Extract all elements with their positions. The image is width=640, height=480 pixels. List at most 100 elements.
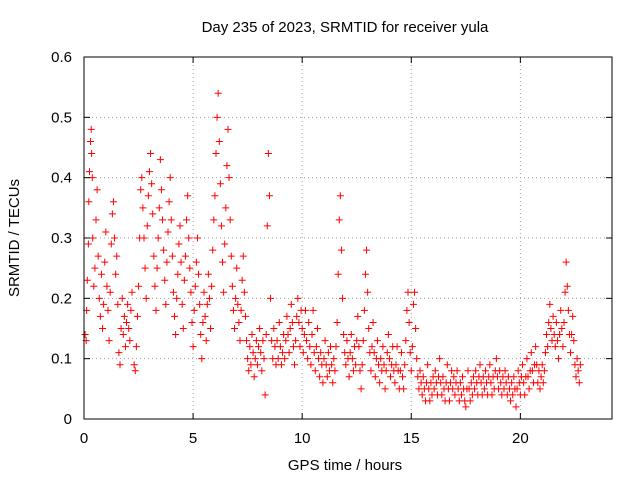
data-point: [353, 337, 361, 345]
x-tick-label: 15: [403, 430, 420, 447]
data-point: [168, 252, 176, 260]
data-point: [557, 306, 565, 314]
data-point: [135, 282, 143, 290]
data-point: [183, 216, 191, 224]
data-point: [507, 397, 515, 405]
data-point: [544, 343, 552, 351]
data-point: [165, 198, 173, 206]
data-point: [204, 270, 212, 278]
data-point: [113, 252, 121, 260]
data-point: [152, 306, 160, 314]
data-point: [235, 318, 243, 326]
data-point: [264, 150, 272, 158]
data-point: [142, 294, 150, 302]
data-point: [547, 325, 555, 332]
data-points: [81, 89, 584, 411]
data-point: [239, 252, 247, 260]
data-point: [96, 312, 104, 320]
data-point: [287, 300, 295, 308]
data-point: [166, 174, 174, 182]
y-tick-label: 0.1: [51, 351, 72, 368]
data-point: [501, 367, 509, 375]
data-point: [213, 113, 221, 121]
data-point: [573, 355, 581, 363]
data-point: [140, 234, 148, 242]
data-point: [241, 312, 249, 320]
data-point: [198, 355, 206, 363]
data-point: [357, 385, 365, 393]
data-point: [561, 288, 569, 296]
data-point: [236, 337, 244, 345]
data-point: [329, 379, 337, 387]
data-point: [426, 397, 434, 405]
data-point: [145, 168, 153, 176]
data-point: [184, 192, 192, 200]
data-point: [202, 337, 210, 345]
data-point: [201, 312, 209, 320]
data-point: [186, 264, 194, 272]
data-point: [232, 294, 240, 302]
data-point: [91, 264, 99, 272]
data-point: [340, 331, 348, 339]
data-point: [200, 288, 208, 296]
data-point: [292, 337, 300, 345]
y-tick-label: 0.6: [51, 49, 72, 66]
data-point: [355, 343, 363, 351]
data-point: [199, 318, 207, 326]
x-tick-labels: 0 5 10 15 20: [80, 430, 529, 447]
data-point: [451, 391, 459, 399]
data-point: [413, 355, 421, 363]
data-point: [118, 294, 126, 302]
data-point: [419, 373, 427, 381]
data-point: [405, 318, 413, 326]
data-point: [310, 349, 318, 357]
data-point: [396, 367, 404, 375]
data-point: [251, 355, 259, 363]
data-point: [88, 150, 96, 158]
data-point: [364, 288, 372, 296]
data-point: [309, 306, 317, 314]
data-point: [459, 373, 467, 381]
data-point: [406, 349, 414, 357]
data-point: [527, 349, 535, 357]
data-point: [286, 325, 294, 332]
data-point: [84, 240, 92, 248]
data-point: [377, 355, 385, 363]
data-point: [555, 355, 563, 363]
y-tick-label: 0.3: [51, 230, 72, 247]
data-point: [371, 373, 379, 381]
data-point: [153, 264, 161, 272]
data-point: [319, 379, 327, 387]
data-point: [116, 361, 124, 369]
data-point: [267, 294, 275, 302]
data-point: [92, 216, 100, 224]
data-point: [212, 150, 220, 158]
data-point: [220, 288, 228, 296]
data-point: [255, 343, 263, 351]
data-point: [248, 331, 256, 339]
data-point: [343, 337, 351, 345]
data-point: [308, 331, 316, 339]
data-point: [545, 318, 553, 326]
data-point: [301, 306, 309, 314]
data-point: [237, 306, 245, 314]
data-point: [207, 325, 215, 332]
data-point: [293, 312, 301, 320]
data-point: [537, 373, 545, 381]
data-point: [288, 318, 296, 326]
data-point: [416, 367, 424, 375]
data-point: [99, 325, 107, 332]
data-point: [148, 180, 156, 188]
data-point: [95, 294, 103, 302]
data-point: [151, 282, 159, 290]
data-point: [180, 276, 188, 284]
data-point: [543, 331, 551, 339]
data-point: [111, 234, 119, 242]
data-point: [114, 300, 122, 308]
data-point: [259, 337, 267, 345]
data-point: [162, 300, 170, 308]
data-point: [407, 367, 415, 375]
data-point: [216, 180, 224, 188]
data-point: [137, 186, 145, 194]
data-point: [508, 379, 516, 387]
